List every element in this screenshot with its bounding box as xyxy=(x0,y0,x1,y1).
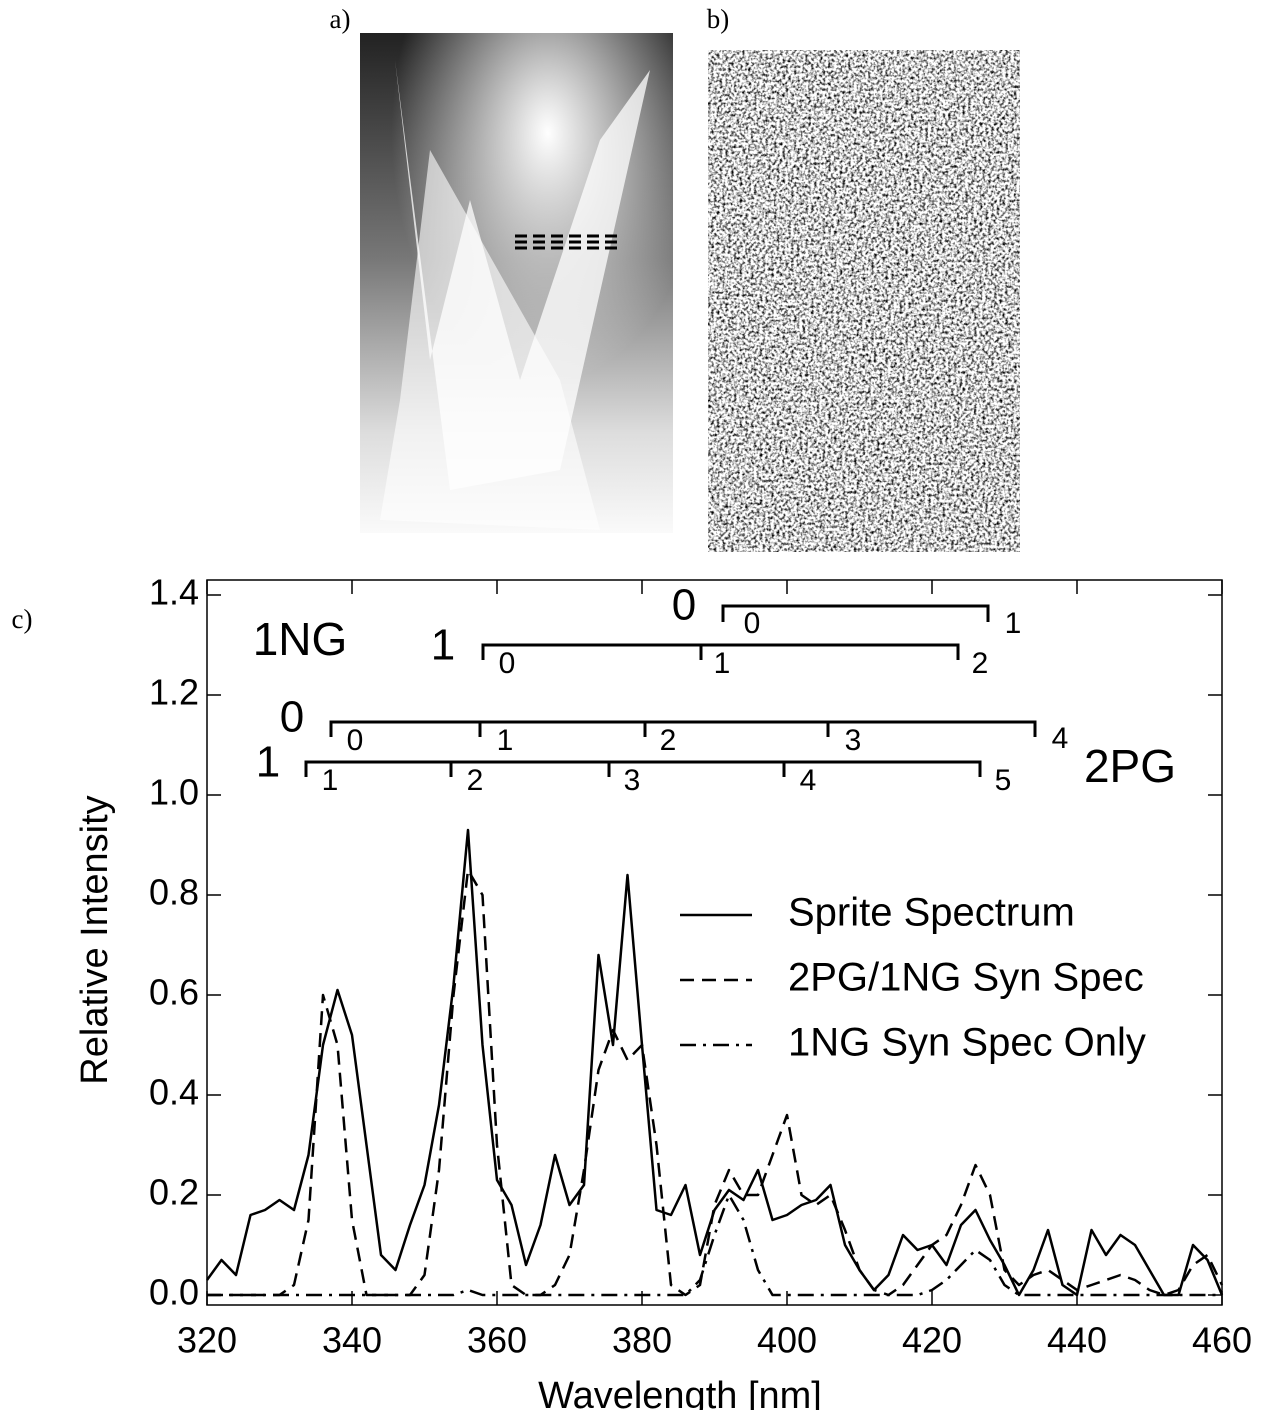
x-tick-label: 320 xyxy=(177,1320,237,1361)
x-axis-title: Wavelength [nm] xyxy=(538,1375,822,1410)
y-tick-label: 0.2 xyxy=(149,1172,199,1213)
y-axis-title: Relative Intensity xyxy=(74,795,116,1084)
legend-label: Sprite Spectrum xyxy=(788,891,1075,935)
x-tick-label: 400 xyxy=(757,1320,817,1361)
annotation: 2PG xyxy=(1084,740,1176,792)
annotation: 1 xyxy=(1005,607,1022,640)
annotation: 4 xyxy=(800,764,817,797)
x-tick-label: 440 xyxy=(1047,1320,1107,1361)
y-tick-label: 0.4 xyxy=(149,1072,199,1113)
annotation: 5 xyxy=(995,764,1012,797)
plot-frame xyxy=(206,579,1223,1306)
panel-label: b) xyxy=(707,4,730,34)
image-b xyxy=(708,50,1020,552)
annotation: 0 xyxy=(280,693,304,742)
x-tick-label: 380 xyxy=(612,1320,672,1361)
annotation: 2 xyxy=(972,647,989,680)
y-tick-label: 0.6 xyxy=(149,972,199,1013)
legend-label: 1NG Syn Spec Only xyxy=(788,1021,1146,1065)
annotation: 1 xyxy=(256,738,280,787)
x-tick-label: 460 xyxy=(1192,1320,1252,1361)
series-line xyxy=(207,1193,1222,1297)
panel-label: c) xyxy=(12,604,33,634)
annotation: 3 xyxy=(624,764,641,797)
annotation: 0 xyxy=(744,607,761,640)
image-a xyxy=(360,33,673,533)
y-tick-label: 0.0 xyxy=(149,1272,199,1313)
x-tick-label: 360 xyxy=(467,1320,527,1361)
x-tick-label: 340 xyxy=(322,1320,382,1361)
x-tick-label: 420 xyxy=(902,1320,962,1361)
y-tick-label: 1.2 xyxy=(149,672,199,713)
annotation: 1 xyxy=(322,764,339,797)
annotation: 0 xyxy=(347,724,364,757)
annotation: 2 xyxy=(467,764,484,797)
annotation: 1 xyxy=(497,724,514,757)
series-line xyxy=(205,828,1224,1297)
y-tick-label: 1.0 xyxy=(149,772,199,813)
annotation: 2 xyxy=(660,724,677,757)
band-brackets xyxy=(304,604,1037,777)
legend-label: 2PG/1NG Syn Spec xyxy=(788,956,1144,1000)
y-tick-label: 1.4 xyxy=(149,572,199,613)
panel-label: a) xyxy=(330,4,351,34)
annotation: 1 xyxy=(431,621,455,670)
annotation: 0 xyxy=(499,647,516,680)
annotation: 4 xyxy=(1052,722,1069,755)
annotation: 0 xyxy=(672,581,696,630)
annotation: 1NG xyxy=(253,613,348,665)
annotation: 1 xyxy=(714,647,731,680)
y-tick-label: 0.8 xyxy=(149,872,199,913)
annotation: 3 xyxy=(845,724,862,757)
